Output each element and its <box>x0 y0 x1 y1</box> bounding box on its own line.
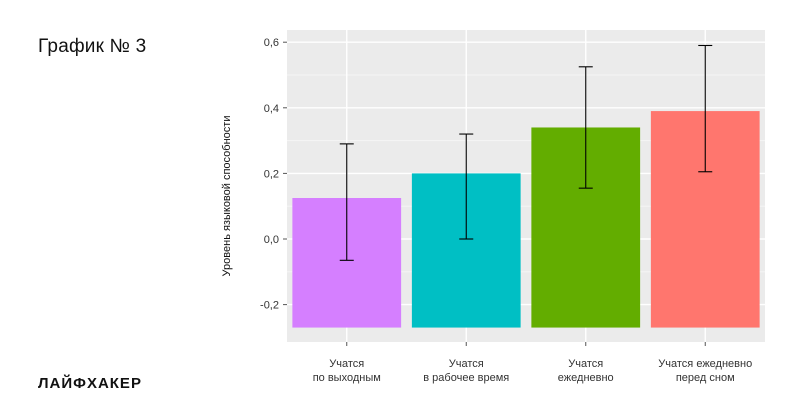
y-tick-labels: -0,2 0,0 0,2 0,4 0,6 <box>260 37 279 311</box>
x-tick-label: перед сном <box>676 372 735 384</box>
x-tick-label: Учатся <box>449 358 484 370</box>
y-tick-label: -0,2 <box>260 300 279 312</box>
x-tick-label: по выходным <box>313 372 381 384</box>
x-tick-label: ежедневно <box>558 372 614 384</box>
y-tick-label: 0,4 <box>264 103 279 115</box>
brand-logo: ЛАЙФХАКЕР <box>38 375 142 392</box>
x-tick-label: Учатся <box>568 358 603 370</box>
y-tick-label: 0,2 <box>264 168 279 180</box>
x-tick-label: в рабочее время <box>423 372 509 384</box>
x-tick-marks <box>346 342 706 346</box>
error-bars <box>339 44 713 261</box>
x-tick-label: Учатся <box>329 358 364 370</box>
page-title: График № 3 <box>38 36 147 57</box>
x-tick-labels: Учатся по выходным Учатся в рабочее время Уч… <box>313 358 753 384</box>
y-tick-label: 0,6 <box>264 37 279 49</box>
y-axis-title: Уровень языковой способности <box>221 116 233 277</box>
y-tick-marks <box>283 41 287 306</box>
x-tick-label: Учатся ежедневно <box>658 358 752 370</box>
y-tick-label: 0,0 <box>264 234 279 246</box>
